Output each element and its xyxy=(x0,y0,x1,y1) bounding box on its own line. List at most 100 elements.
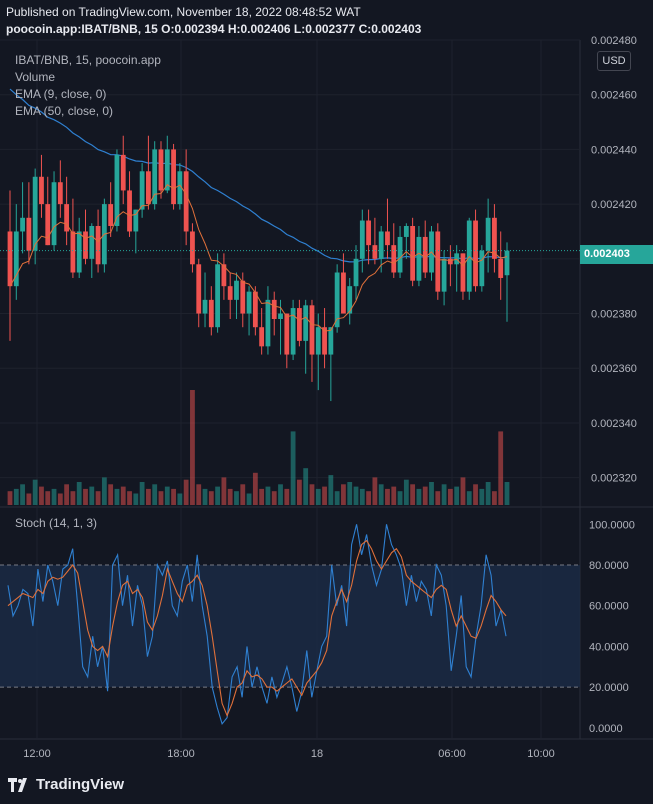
candle-body xyxy=(391,245,397,273)
candle xyxy=(410,217,416,287)
price-tick-label: 0.002440 xyxy=(591,144,637,156)
volume-bar xyxy=(366,491,371,505)
volume-bar xyxy=(334,491,340,505)
volume-bar xyxy=(498,431,504,505)
candle-body xyxy=(492,217,497,259)
candle xyxy=(202,272,208,328)
candle-body xyxy=(416,236,422,281)
volume-bar xyxy=(397,491,403,505)
candle-body xyxy=(460,253,466,292)
candle xyxy=(183,149,189,246)
volume-bar xyxy=(359,488,365,505)
candle xyxy=(259,308,265,355)
candle xyxy=(32,168,38,265)
candle xyxy=(45,176,51,246)
candle-body xyxy=(133,209,139,232)
candle-body xyxy=(296,308,302,341)
candle-body xyxy=(504,250,510,276)
volume-bar xyxy=(171,488,176,505)
candle xyxy=(315,313,321,391)
candle-body xyxy=(378,231,384,259)
volume-bar xyxy=(234,491,239,505)
candle-body xyxy=(347,286,353,314)
candle xyxy=(70,198,76,278)
volume-bar xyxy=(240,484,246,505)
chart-canvas[interactable]: 0.0023200.0023400.0023600.0023800.002400… xyxy=(0,0,653,768)
volume-bar xyxy=(473,484,478,505)
legend-stoch[interactable]: Stoch (14, 1, 3) xyxy=(15,516,98,530)
legend-volume[interactable]: Volume xyxy=(15,70,56,84)
candle-body xyxy=(32,176,38,251)
candle xyxy=(246,286,252,336)
volume-bar xyxy=(183,479,189,505)
tradingview-logo-icon xyxy=(8,777,30,792)
candle xyxy=(208,286,214,336)
legend-symbol[interactable]: IBAT/BNB, 15, poocoin.app xyxy=(15,53,161,67)
volume-bar xyxy=(309,484,315,505)
candle-body xyxy=(240,280,246,314)
candle xyxy=(492,204,497,273)
legend-ema9[interactable]: EMA (9, close, 0) xyxy=(15,87,107,101)
candle xyxy=(108,182,114,237)
candle-body xyxy=(473,220,478,287)
volume-bar xyxy=(416,488,422,505)
volume-bar xyxy=(7,491,13,505)
volume-bar xyxy=(353,486,359,505)
volume-bar xyxy=(328,475,334,505)
volume-bar xyxy=(64,484,70,505)
volume-bar xyxy=(13,488,19,505)
candle xyxy=(265,286,271,355)
volume-bar xyxy=(127,491,132,505)
time-tick-label: 12:00 xyxy=(23,748,51,760)
candle xyxy=(303,299,309,374)
candle xyxy=(39,154,44,218)
volume-bar xyxy=(341,484,346,505)
candle xyxy=(13,204,19,300)
volume-bar xyxy=(45,491,51,505)
volume-bar xyxy=(70,491,76,505)
candle xyxy=(309,299,315,382)
volume-bar xyxy=(120,486,126,505)
candle xyxy=(296,299,302,347)
candle-body xyxy=(372,245,378,259)
candle-body xyxy=(215,264,221,328)
candle xyxy=(177,163,183,210)
candle xyxy=(498,231,504,300)
tradingview-logo[interactable]: TradingView xyxy=(8,776,124,793)
candle xyxy=(447,245,453,287)
candle-body xyxy=(227,286,233,300)
candle-body xyxy=(39,176,44,205)
candle-body xyxy=(95,226,101,265)
candle-body xyxy=(290,308,296,355)
candle-body xyxy=(7,231,13,287)
candle-body xyxy=(45,204,51,246)
stoch-k-line xyxy=(7,524,507,725)
candle-body xyxy=(183,171,189,232)
candle-body xyxy=(120,154,126,191)
volume-bar xyxy=(158,491,164,505)
price-tick-label: 0.002360 xyxy=(591,363,637,375)
candle xyxy=(190,223,195,273)
candle-body xyxy=(309,305,315,355)
time-tick-label: 10:00 xyxy=(527,748,555,760)
volume-bar xyxy=(76,482,82,505)
candle-body xyxy=(265,299,271,347)
legend-ema50[interactable]: EMA (50, close, 0) xyxy=(15,104,114,118)
candle xyxy=(158,141,164,199)
stoch-d-line xyxy=(7,539,507,718)
volume-bar xyxy=(303,468,309,505)
volume-bar xyxy=(190,390,195,505)
candle xyxy=(234,272,239,319)
candle-body xyxy=(196,264,202,314)
time-tick-label: 18:00 xyxy=(167,748,195,760)
volume-bar xyxy=(39,486,44,505)
candle-body xyxy=(498,258,504,278)
candle xyxy=(146,135,151,210)
stoch-tick-label: 60.0000 xyxy=(589,601,629,613)
stoch-tick-label: 100.0000 xyxy=(589,519,635,531)
candle xyxy=(403,223,409,259)
currency-button[interactable]: USD xyxy=(597,51,631,71)
candle-body xyxy=(20,217,25,232)
candle-body xyxy=(366,220,371,246)
time-tick-label: 18 xyxy=(311,748,323,760)
